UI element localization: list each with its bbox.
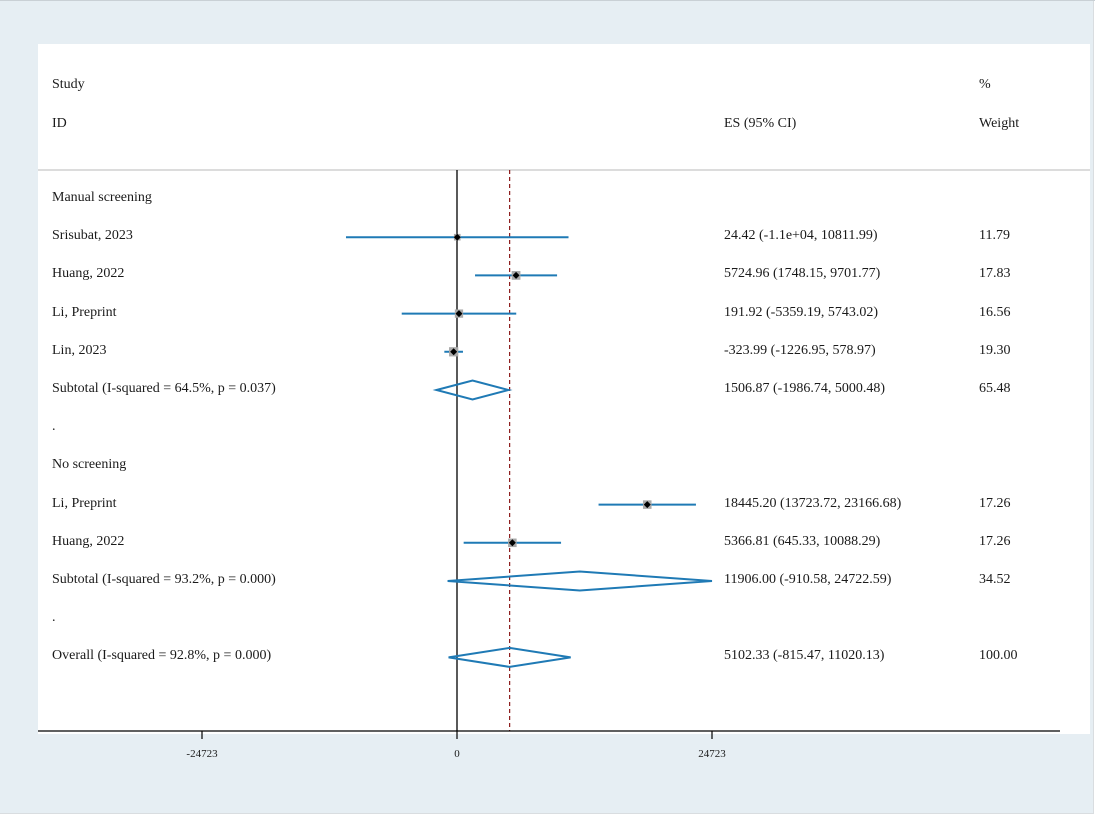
point-estimate bbox=[455, 310, 463, 318]
weight-value: 17.83 bbox=[979, 266, 1011, 282]
study-label: Srisubat, 2023 bbox=[52, 228, 133, 244]
overall-label: Overall (I-squared = 92.8%, p = 0.000) bbox=[52, 648, 272, 664]
subtotal-label: Subtotal (I-squared = 64.5%, p = 0.037) bbox=[52, 381, 276, 396]
study-label: Li, Preprint bbox=[52, 304, 117, 320]
row-spacer: . bbox=[52, 610, 56, 626]
effect-size-ci: 24.42 (-1.1e+04, 10811.99) bbox=[724, 228, 878, 244]
header-es-ci: ES (95% CI) bbox=[724, 116, 797, 131]
subtotal-diamond bbox=[447, 570, 713, 592]
x-tick-label: 0 bbox=[454, 748, 460, 760]
point-estimate bbox=[512, 271, 520, 279]
point-estimate bbox=[643, 501, 651, 509]
effect-size-ci: 18445.20 (13723.72, 23166.68) bbox=[724, 495, 902, 511]
group-label: No screening bbox=[52, 457, 127, 473]
subtotal-label: Subtotal (I-squared = 93.2%, p = 0.000) bbox=[52, 572, 276, 587]
effect-size-ci: -323.99 (-1226.95, 578.97) bbox=[724, 342, 876, 358]
study-label: Li, Preprint bbox=[52, 495, 117, 511]
top-border bbox=[0, 0, 1095, 1]
x-tick-label: 24723 bbox=[698, 748, 726, 760]
point-estimate bbox=[453, 233, 461, 241]
effect-size-ci: 5102.33 (-815.47, 11020.13) bbox=[724, 648, 885, 664]
weight-value: 16.56 bbox=[979, 304, 1011, 320]
weight-value: 100.00 bbox=[979, 648, 1018, 664]
weight-value: 17.26 bbox=[979, 495, 1011, 511]
effect-size-ci: 11906.00 (-910.58, 24722.59) bbox=[724, 572, 892, 587]
x-tick-label: -24723 bbox=[186, 748, 218, 760]
effect-size-ci: 5724.96 (1748.15, 9701.77) bbox=[724, 266, 881, 282]
study-label: Huang, 2022 bbox=[52, 533, 125, 549]
group-label: Manual screening bbox=[52, 190, 152, 205]
weight-value: 19.30 bbox=[979, 342, 1011, 358]
effect-size-ci: 1506.87 (-1986.74, 5000.48) bbox=[724, 381, 885, 396]
weight-value: 17.26 bbox=[979, 533, 1011, 549]
study-label: Huang, 2022 bbox=[52, 266, 125, 282]
weight-value: 11.79 bbox=[979, 228, 1010, 244]
header-id: ID bbox=[52, 116, 67, 131]
header-weight: Weight bbox=[979, 116, 1020, 131]
study-label: Lin, 2023 bbox=[52, 342, 107, 358]
effect-size-ci: 5366.81 (645.33, 10088.29) bbox=[724, 533, 881, 549]
row-spacer: . bbox=[52, 419, 56, 435]
header-percent: % bbox=[979, 77, 991, 92]
weight-value: 65.48 bbox=[979, 381, 1011, 396]
effect-size-ci: 191.92 (-5359.19, 5743.02) bbox=[724, 304, 878, 320]
overall-diamond bbox=[448, 646, 571, 668]
point-estimate bbox=[450, 348, 458, 356]
plot-panel bbox=[38, 44, 1090, 734]
subtotal-diamond bbox=[432, 379, 513, 401]
weight-value: 34.52 bbox=[979, 572, 1011, 587]
point-estimate bbox=[508, 539, 516, 547]
header-study: Study bbox=[52, 77, 85, 92]
